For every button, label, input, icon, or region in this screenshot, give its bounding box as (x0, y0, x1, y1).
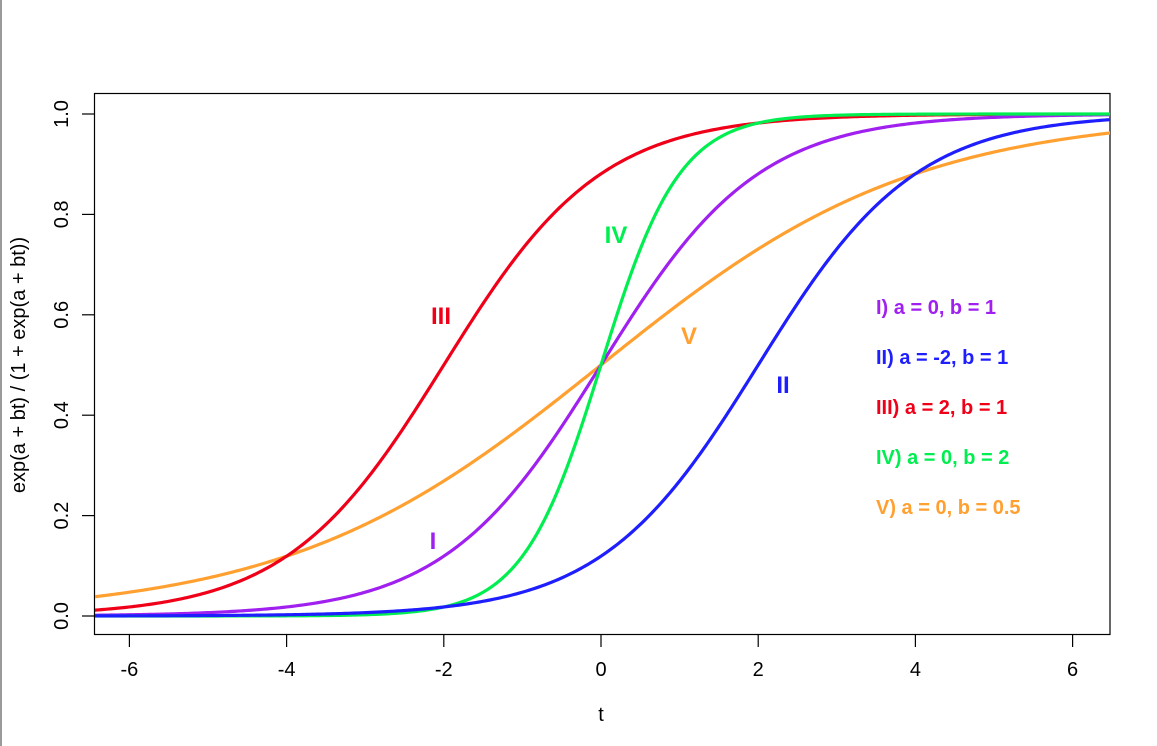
curves-group (95, 112, 1110, 618)
legend-item-IV: IV) a = 0, b = 2 (876, 447, 1009, 469)
y-tick-label: 0.2 (51, 502, 73, 530)
x-tick-label: -2 (435, 659, 453, 681)
curve-label-IV: IV (605, 222, 628, 249)
plot-area-frame (93, 92, 1111, 636)
y-tick-label: 0.6 (51, 301, 73, 329)
y-axis: 0.0 0.2 0.4 0.6 0.8 1.0 (51, 100, 95, 630)
curve-label-II: II (776, 372, 789, 399)
y-axis-title: exp(a + bt) / (1 + exp(a + bt)) (8, 237, 30, 493)
window-left-edge (0, 0, 2, 746)
x-tick-label: -6 (121, 659, 139, 681)
x-tick-label: -4 (278, 659, 296, 681)
x-axis-title: t (598, 704, 604, 726)
curve-label-I: I (430, 528, 437, 555)
y-tick-label: 0.0 (51, 602, 73, 630)
y-tick-label: 1.0 (51, 100, 73, 128)
y-tick-label: 0.4 (51, 401, 73, 429)
y-tick-label: 0.8 (51, 200, 73, 228)
curve-II (95, 118, 1110, 618)
legend: I) a = 0, b = 1 II) a = -2, b = 1 III) a… (876, 297, 1021, 519)
x-axis: -6 -4 -2 0 2 4 6 (121, 634, 1078, 681)
x-tick-label: 4 (910, 659, 921, 681)
x-tick-label: 6 (1067, 659, 1078, 681)
curve-label-III: III (431, 303, 451, 330)
legend-item-II: II) a = -2, b = 1 (876, 347, 1008, 369)
x-tick-label: 2 (753, 659, 764, 681)
legend-item-I: I) a = 0, b = 1 (876, 297, 996, 319)
legend-item-V: V) a = 0, b = 0.5 (876, 497, 1021, 519)
legend-item-III: III) a = 2, b = 1 (876, 397, 1007, 419)
curve-label-V: V (681, 323, 697, 350)
x-tick-label: 0 (595, 659, 606, 681)
